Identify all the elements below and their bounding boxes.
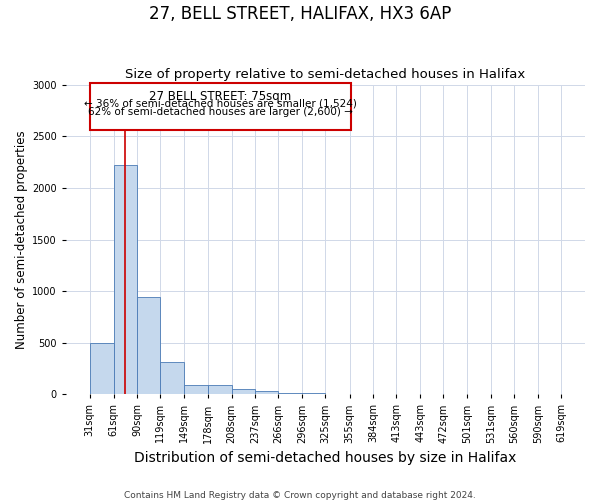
Text: 27 BELL STREET: 75sqm: 27 BELL STREET: 75sqm (149, 90, 292, 103)
Bar (255, 391, 278, 394)
Title: Size of property relative to semi-detached houses in Halifax: Size of property relative to semi-detach… (125, 68, 526, 81)
Y-axis label: Number of semi-detached properties: Number of semi-detached properties (15, 130, 28, 349)
Bar (89, 342, 113, 394)
Bar (302, 393, 325, 394)
Bar (184, 385, 208, 394)
X-axis label: Distribution of semi-detached houses by size in Halifax: Distribution of semi-detached houses by … (134, 451, 517, 465)
Bar (137, 298, 160, 394)
Bar (113, 166, 137, 394)
Bar (278, 393, 302, 394)
Bar (160, 362, 184, 394)
Text: ← 36% of semi-detached houses are smaller (1,524): ← 36% of semi-detached houses are smalle… (84, 98, 357, 108)
Bar (89, 83, 351, 130)
Text: Contains HM Land Registry data © Crown copyright and database right 2024.: Contains HM Land Registry data © Crown c… (124, 490, 476, 500)
Bar (232, 388, 255, 394)
Text: 27, BELL STREET, HALIFAX, HX3 6AP: 27, BELL STREET, HALIFAX, HX3 6AP (149, 5, 451, 23)
Text: 62% of semi-detached houses are larger (2,600) →: 62% of semi-detached houses are larger (… (88, 106, 353, 117)
Bar (208, 385, 232, 394)
